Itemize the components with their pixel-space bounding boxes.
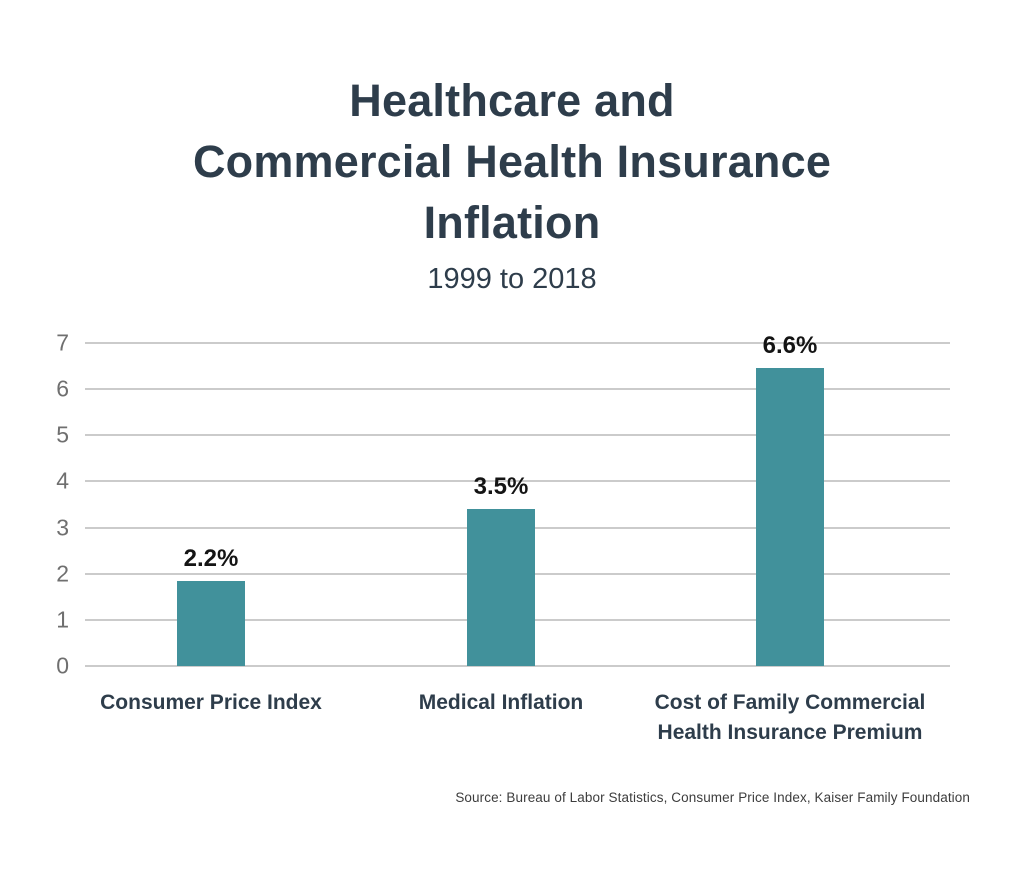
category-label-medical-inflation: Medical Inflation — [418, 691, 584, 714]
bar-group-family-premium: 6.6% — [756, 332, 824, 666]
y-axis-tick-label: 1 — [56, 606, 69, 633]
y-axis-tick-label: 3 — [56, 514, 69, 541]
category-label-consumer-price-index: Consumer Price Index — [100, 691, 322, 714]
gridline — [85, 434, 950, 437]
bar-group-medical-inflation: 3.5% — [467, 343, 535, 666]
plot-area: 2.2% 3.5% 6.6% 0 1 2 3 4 5 6 7 — [56, 330, 950, 679]
y-axis-tick-label: 5 — [56, 421, 69, 448]
bar-medical-inflation — [467, 509, 535, 666]
chart-header: Healthcare and Commercial Health Insuran… — [0, 70, 1024, 297]
gridline — [85, 665, 950, 667]
y-axis-tick-label: 6 — [56, 375, 69, 402]
y-axis-tick-label: 0 — [56, 652, 69, 679]
y-axis-tick-label: 7 — [56, 329, 69, 356]
gridline — [85, 480, 950, 483]
bar-value-label-family-premium: 6.6% — [762, 332, 818, 360]
bar-value-label-medical-inflation: 3.5% — [473, 473, 529, 501]
bar-consumer-price-index — [177, 580, 245, 666]
bar-family-premium — [756, 368, 824, 666]
chart-title-line-1: Healthcare and — [349, 75, 675, 126]
bar-value-label-consumer-price-index: 2.2% — [183, 544, 239, 572]
chart-title-line-2: Commercial Health Insurance — [192, 136, 832, 187]
y-axis-tick-label: 4 — [56, 467, 69, 494]
gridline — [85, 342, 950, 344]
chart-title-line-3: Inflation — [423, 197, 601, 248]
bar-group-consumer-price-index: 2.2% — [177, 343, 245, 666]
category-label-family-premium: Cost of Family Commercial Health Insuran… — [654, 691, 926, 744]
gridline — [85, 388, 950, 391]
source-note: Source: Bureau of Labor Statistics, Cons… — [455, 790, 970, 805]
y-axis-tick-label: 2 — [56, 560, 69, 587]
chart-title: Healthcare and Commercial Health Insuran… — [0, 70, 1024, 253]
chart-subtitle: 1999 to 2018 — [427, 263, 597, 295]
